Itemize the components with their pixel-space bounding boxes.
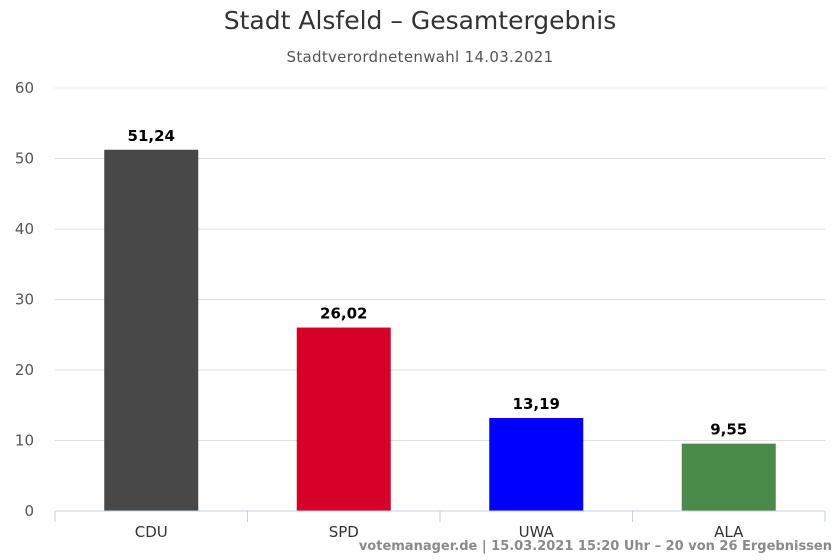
y-tick-label: 10: [15, 432, 34, 450]
bar-uwa[interactable]: [489, 418, 584, 511]
data-label: 26,02: [320, 305, 367, 323]
data-label: 9,55: [710, 421, 747, 439]
x-tick-label: CDU: [135, 523, 168, 541]
chart-title: Stadt Alsfeld – Gesamtergebnis: [223, 6, 617, 35]
chart-subtitle: Stadtverordnetenwahl 14.03.2021: [286, 48, 554, 66]
x-axis: CDU SPD UWA ALA: [54, 510, 826, 541]
y-tick-label: 60: [15, 79, 34, 97]
y-tick-label: 0: [24, 502, 34, 520]
y-tick-label: 40: [15, 220, 34, 238]
x-tick-label: ALA: [714, 523, 744, 541]
y-tick-label: 20: [15, 361, 34, 379]
y-tick-label: 50: [15, 150, 34, 168]
bar-cdu[interactable]: [104, 149, 199, 511]
data-label: 51,24: [128, 127, 175, 145]
y-axis-ticks: 0 10 20 30 40 50 60: [15, 79, 34, 520]
x-tick-label: UWA: [519, 523, 555, 541]
bar-ala[interactable]: [681, 443, 776, 511]
bars: [104, 149, 776, 511]
credit-text[interactable]: votemanager.de | 15.03.2021 15:20 Uhr – …: [358, 539, 832, 554]
y-tick-label: 30: [15, 291, 34, 309]
data-label: 13,19: [513, 395, 560, 413]
value-labels: 51,24 26,02 13,19 9,55: [128, 127, 748, 439]
bar-spd[interactable]: [296, 327, 391, 511]
x-tick-label: SPD: [329, 523, 359, 541]
